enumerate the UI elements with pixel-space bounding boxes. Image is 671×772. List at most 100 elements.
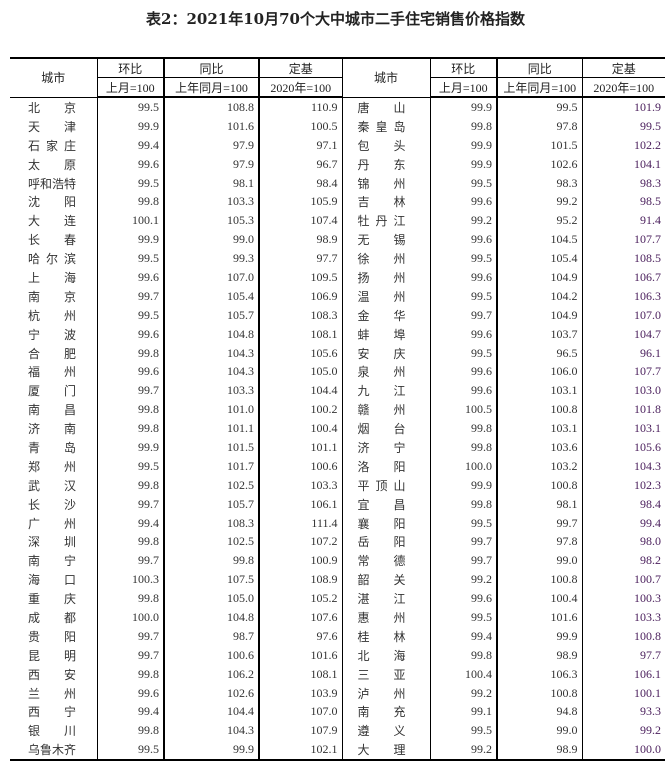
left-yoy-cell: 103.3 — [163, 192, 259, 212]
left-base-cell: 98.4 — [258, 173, 342, 193]
right-yoy-cell: 103.1 — [496, 381, 582, 401]
right-yoy-cell: 104.9 — [496, 268, 582, 287]
table-row: 武汉 99.8 102.5 103.3 平顶山 99.9 100.8 102.3 — [10, 475, 665, 495]
right-mom-cell: 99.5 — [429, 343, 497, 363]
right-yoy-cell: 101.5 — [496, 135, 582, 155]
right-mom-cell: 99.6 — [429, 362, 497, 382]
right-mom-cell: 99.9 — [429, 154, 497, 174]
left-yoy-cell: 105.7 — [163, 494, 259, 514]
right-base-cell: 99.5 — [581, 116, 665, 136]
city-name: 秦皇岛 — [357, 119, 406, 134]
city-name: 西宁 — [28, 705, 76, 720]
city-name: 桂林 — [357, 629, 406, 644]
left-base-cell: 108.3 — [258, 305, 342, 325]
header-base-sub-right: 2020年=100 — [581, 77, 665, 98]
left-base-cell: 105.9 — [258, 192, 342, 212]
city-name: 宁波 — [28, 327, 76, 342]
left-yoy-cell: 98.1 — [163, 173, 259, 193]
right-mom-cell: 99.5 — [429, 286, 497, 306]
left-base-cell: 105.6 — [258, 343, 342, 363]
left-city-cell: 昆明 — [10, 646, 97, 665]
left-yoy-cell: 97.9 — [163, 135, 259, 155]
left-mom-cell: 99.6 — [96, 154, 164, 174]
city-name: 长沙 — [28, 497, 76, 512]
header-city: 城市 — [10, 57, 98, 98]
right-yoy-cell: 95.2 — [496, 211, 582, 231]
left-mom-cell: 99.8 — [96, 721, 164, 741]
right-base-cell: 107.7 — [581, 230, 665, 250]
header-yoy-sub-right: 上年同月=100 — [496, 77, 583, 98]
left-city-cell: 郑州 — [10, 457, 97, 476]
left-mom-cell: 99.5 — [96, 305, 164, 325]
right-yoy-cell: 103.6 — [496, 438, 582, 457]
left-yoy-cell: 108.8 — [163, 97, 259, 117]
left-city-cell: 银川 — [10, 721, 97, 740]
city-name: 扬州 — [357, 270, 406, 285]
right-mom-cell: 99.9 — [429, 475, 497, 495]
left-base-cell: 110.9 — [258, 97, 342, 117]
header-base-sub: 2020年=100 — [258, 77, 343, 98]
table-row: 沈阳 99.8 103.3 105.9 吉林 99.6 99.2 98.5 — [10, 192, 665, 212]
right-base-cell: 107.0 — [581, 305, 665, 325]
left-yoy-cell: 106.2 — [163, 664, 259, 684]
right-base-cell: 100.1 — [581, 683, 665, 703]
left-yoy-cell: 101.7 — [163, 456, 259, 476]
right-base-cell: 100.8 — [581, 626, 665, 646]
left-mom-cell: 99.7 — [96, 645, 164, 665]
right-base-cell: 100.0 — [581, 740, 665, 761]
left-city-cell: 宁波 — [10, 325, 97, 344]
left-base-cell: 97.7 — [258, 249, 342, 269]
header-mom-sub-right: 上月=100 — [429, 77, 498, 98]
right-yoy-cell: 100.8 — [496, 400, 582, 420]
right-city-cell: 惠州 — [341, 608, 430, 627]
left-yoy-cell: 97.9 — [163, 154, 259, 174]
right-base-cell: 104.1 — [581, 154, 665, 174]
left-city-cell: 合肥 — [10, 344, 97, 363]
right-yoy-cell: 101.6 — [496, 608, 582, 627]
right-yoy-cell: 99.0 — [496, 551, 582, 571]
left-mom-cell: 99.8 — [96, 192, 164, 212]
right-base-cell: 105.6 — [581, 438, 665, 457]
header-mom-sub: 上月=100 — [96, 77, 165, 98]
city-name: 南昌 — [28, 403, 76, 418]
right-mom-cell: 99.2 — [429, 740, 497, 761]
left-base-cell: 107.0 — [258, 702, 342, 722]
right-city-cell: 丹东 — [341, 154, 430, 174]
left-city-cell: 西安 — [10, 665, 97, 684]
table-row: 呼和浩特 99.5 98.1 98.4 锦州 99.5 98.3 98.3 — [10, 173, 665, 193]
city-name: 温州 — [357, 289, 406, 304]
right-mom-cell: 99.7 — [429, 532, 497, 552]
city-name: 兰州 — [28, 686, 76, 701]
city-name: 石家庄 — [28, 138, 76, 153]
city-name: 长春 — [28, 233, 76, 248]
table-row: 长春 99.9 99.0 98.9 无锡 99.6 104.5 107.7 — [10, 230, 665, 250]
right-city-cell: 南充 — [341, 702, 430, 722]
left-mom-cell: 99.5 — [96, 97, 164, 117]
left-city-cell: 天津 — [10, 117, 97, 136]
left-city-cell: 长沙 — [10, 495, 97, 514]
city-name: 惠州 — [357, 610, 406, 625]
left-yoy-cell: 107.5 — [163, 570, 259, 590]
right-city-cell: 锦州 — [341, 173, 430, 193]
left-yoy-cell: 101.1 — [163, 419, 259, 439]
city-name: 安庆 — [357, 346, 406, 361]
header-base: 定基 — [258, 57, 343, 78]
right-base-cell: 100.7 — [581, 570, 665, 590]
header-mom: 环比 — [96, 57, 165, 78]
city-name: 武汉 — [28, 478, 76, 493]
table-row: 福州 99.6 104.3 105.0 泉州 99.6 106.0 107.7 — [10, 362, 665, 382]
left-base-cell: 100.9 — [258, 551, 342, 571]
table-row: 大连 100.1 105.3 107.4 牡丹江 99.2 95.2 91.4 — [10, 211, 665, 231]
city-name: 上海 — [28, 270, 76, 285]
left-yoy-cell: 105.4 — [163, 286, 259, 306]
right-mom-cell: 99.5 — [429, 513, 497, 533]
right-city-cell: 吉林 — [341, 192, 430, 212]
table-row: 贵阳 99.7 98.7 97.6 桂林 99.4 99.9 100.8 — [10, 626, 665, 646]
right-city-cell: 常德 — [341, 551, 430, 571]
left-mom-cell: 99.9 — [96, 116, 164, 136]
left-city-cell: 大连 — [10, 211, 97, 230]
right-yoy-cell: 94.8 — [496, 702, 582, 722]
right-yoy-cell: 99.5 — [496, 97, 582, 117]
city-name: 郑州 — [28, 459, 76, 474]
right-city-cell: 桂林 — [341, 626, 430, 646]
